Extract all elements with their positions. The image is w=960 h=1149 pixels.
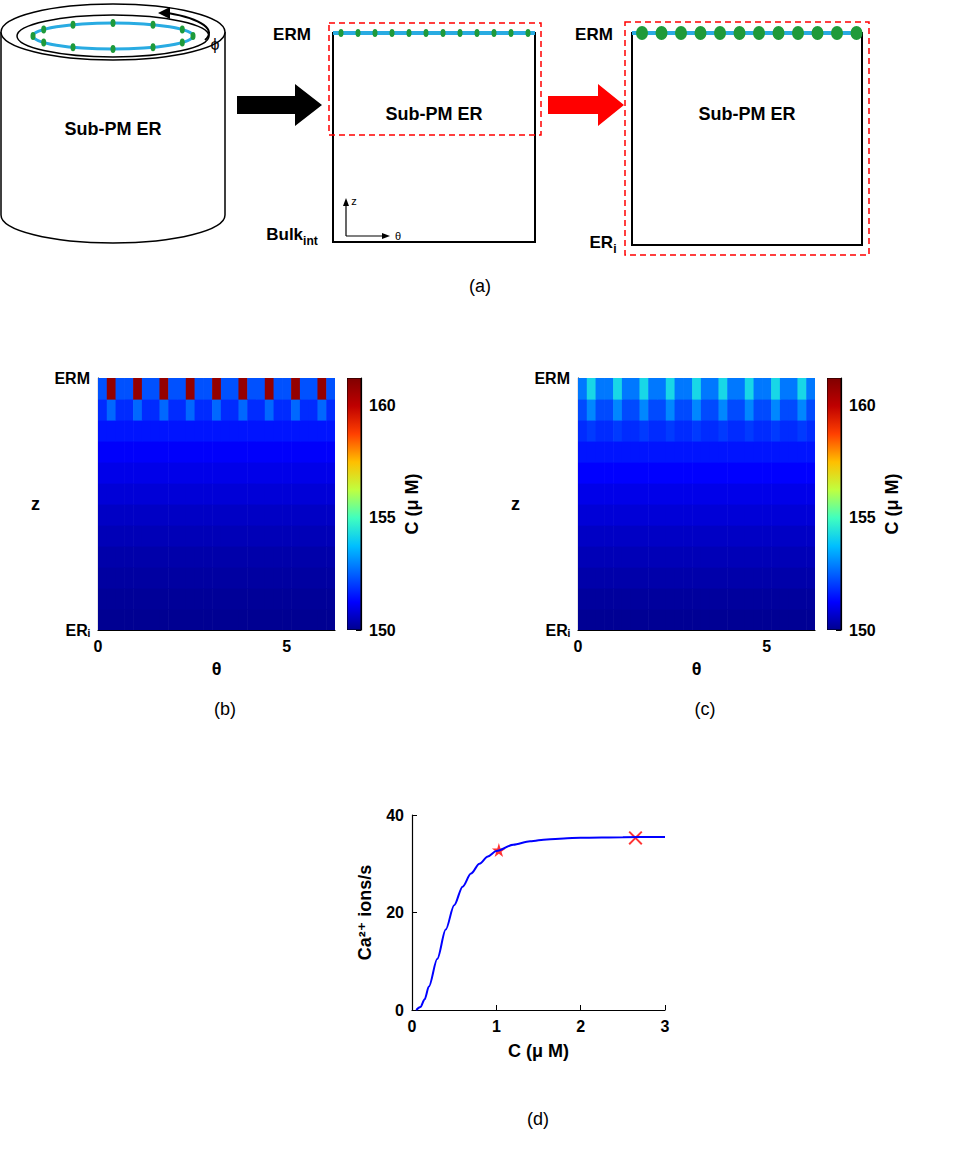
svg-text:z: z: [511, 494, 520, 514]
svg-text:155: 155: [369, 509, 396, 526]
svg-text:3: 3: [661, 1018, 670, 1035]
svg-text:150: 150: [849, 622, 876, 639]
svg-text:(b): (b): [214, 699, 236, 719]
svg-text:ERM: ERM: [273, 25, 311, 44]
svg-text:(d): (d): [527, 1109, 549, 1129]
svg-text:θ: θ: [395, 230, 401, 242]
svg-text:160: 160: [369, 397, 396, 414]
svg-text:ERM: ERM: [54, 370, 90, 387]
svg-text:2: 2: [576, 1018, 585, 1035]
svg-text:ERM: ERM: [534, 370, 570, 387]
svg-text:150: 150: [369, 622, 396, 639]
svg-text:40: 40: [386, 807, 404, 824]
svg-text:ERi: ERi: [590, 233, 617, 256]
svg-text:1: 1: [492, 1018, 501, 1035]
svg-text:(a): (a): [469, 276, 491, 296]
svg-text:Ca²⁺ ions/s: Ca²⁺ ions/s: [355, 865, 375, 961]
svg-text:Sub-PM ER: Sub-PM ER: [65, 119, 162, 139]
svg-text:θ: θ: [212, 659, 222, 679]
svg-text:20: 20: [386, 904, 404, 921]
svg-text:C (μ M): C (μ M): [402, 473, 422, 534]
svg-text:θ: θ: [692, 659, 702, 679]
svg-text:ϕ: ϕ: [211, 36, 220, 53]
svg-text:z: z: [351, 195, 357, 207]
svg-text:5: 5: [282, 638, 291, 655]
svg-text:0: 0: [94, 638, 103, 655]
svg-text:(c): (c): [695, 699, 716, 719]
svg-text:5: 5: [762, 638, 771, 655]
svg-text:z: z: [31, 494, 40, 514]
svg-text:Bulkint: Bulkint: [266, 225, 318, 248]
svg-text:0: 0: [408, 1018, 417, 1035]
svg-text:C (μ M): C (μ M): [882, 473, 902, 534]
svg-text:160: 160: [849, 397, 876, 414]
svg-text:Sub-PM ER: Sub-PM ER: [699, 104, 796, 124]
svg-text:0: 0: [395, 1002, 404, 1019]
svg-text:ERM: ERM: [575, 25, 613, 44]
svg-text:155: 155: [849, 509, 876, 526]
svg-text:ERᵢ: ERᵢ: [66, 622, 90, 639]
svg-text:ERᵢ: ERᵢ: [546, 622, 570, 639]
svg-text:C (μ M): C (μ M): [508, 1041, 569, 1061]
svg-text:0: 0: [574, 638, 583, 655]
svg-text:Sub-PM ER: Sub-PM ER: [386, 104, 483, 124]
